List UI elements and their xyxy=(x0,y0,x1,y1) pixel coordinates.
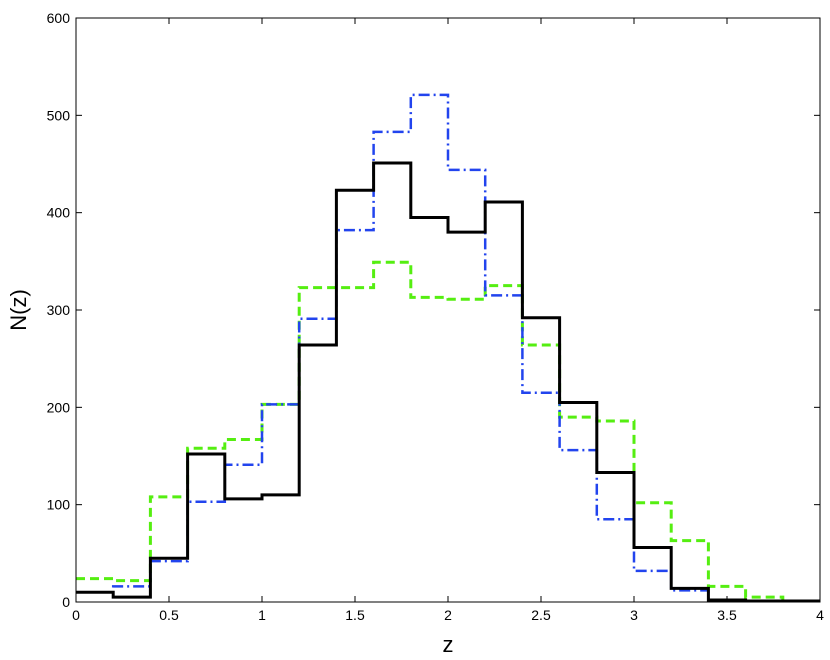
y-tick-label: 0 xyxy=(62,594,70,610)
y-tick-label: 100 xyxy=(47,497,71,513)
y-tick-label: 600 xyxy=(47,10,71,26)
x-tick-label: 3 xyxy=(630,607,638,623)
x-tick-label: 0 xyxy=(72,607,80,623)
series-layer xyxy=(76,93,820,603)
x-axis-label: z xyxy=(443,632,454,657)
y-tick-label: 200 xyxy=(47,399,71,415)
y-tick-label: 400 xyxy=(47,205,71,221)
x-tick-label: 4 xyxy=(816,607,824,623)
x-tick-label: 1.5 xyxy=(345,607,365,623)
x-tick-label: 3.5 xyxy=(717,607,737,623)
x-tick-label: 2.5 xyxy=(531,607,551,623)
x-tick-label: 0.5 xyxy=(159,607,179,623)
y-tick-label: 300 xyxy=(47,302,71,318)
y-tick-label: 500 xyxy=(47,107,71,123)
x-tick-label: 2 xyxy=(444,607,452,623)
ticks-layer: 0 0.5 1 1.5 2 2.5 3 3.5 4 0 100 200 300 400 500 600 xyxy=(47,10,824,623)
series-dashed-line xyxy=(76,260,820,603)
x-tick-label: 1 xyxy=(258,607,266,623)
series-solid-line xyxy=(76,161,820,603)
y-axis-label: N(z) xyxy=(6,289,31,331)
